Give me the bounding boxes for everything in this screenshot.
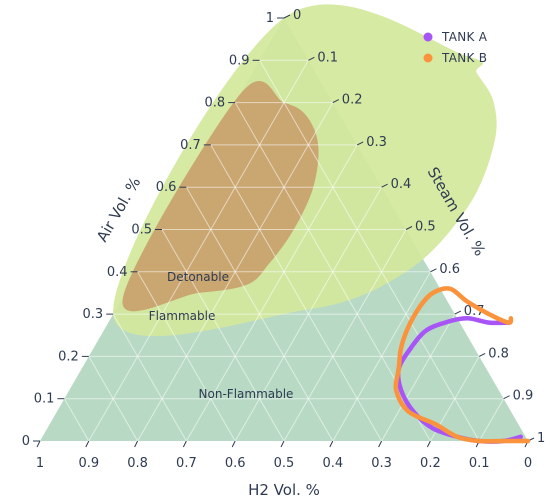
tick-mark-h2 xyxy=(329,440,334,448)
grid-line-h2 xyxy=(161,229,285,442)
annotation-non-flammable: Non-Flammable xyxy=(199,387,294,401)
tick-label-steam: 0.4 xyxy=(391,177,412,192)
tick-mark-steam xyxy=(454,310,462,315)
grid-line-steam xyxy=(185,144,358,442)
tick-mark-steam xyxy=(332,99,340,104)
tick-label-steam: 0.6 xyxy=(439,262,460,277)
grid-line-h2 xyxy=(63,398,90,442)
tick-label-h2: 0.2 xyxy=(420,456,441,471)
tick-mark-steam xyxy=(503,395,510,400)
legend-label-tank-a: TANK A xyxy=(441,30,488,44)
grid-line-h2 xyxy=(259,60,480,442)
grid-layer xyxy=(63,59,505,442)
tick-label-h2: 0.5 xyxy=(274,456,295,471)
legend-label-tank-b: TANK B xyxy=(441,51,487,65)
annotation-detonable: Detonable xyxy=(167,270,229,284)
region-detonable xyxy=(122,80,319,312)
grid-line-steam xyxy=(478,398,505,442)
tick-mark-steam xyxy=(381,183,388,188)
tick-label-steam: 0.9 xyxy=(513,389,534,404)
grid-line-steam xyxy=(332,271,431,442)
tick-label-steam: 0.1 xyxy=(317,50,338,65)
tick-mark-h2 xyxy=(378,440,383,448)
tick-label-steam: 1 xyxy=(537,431,545,446)
labels-layer: Detonable Flammable Non-Flammable xyxy=(149,270,294,401)
tick-label-steam: 0 xyxy=(293,8,301,23)
tick-mark-steam xyxy=(430,268,437,273)
tick-label-h2: 0.3 xyxy=(371,456,392,471)
tick-mark-steam xyxy=(283,14,291,19)
tick-label-h2: 0.6 xyxy=(225,456,246,471)
tick-label-h2: 0.9 xyxy=(78,456,99,471)
tick-label-h2: 0 xyxy=(524,456,532,471)
tick-mark-steam xyxy=(308,56,315,61)
tick-label-air: 0.6 xyxy=(156,180,177,195)
tick-label-steam: 0.2 xyxy=(342,93,363,108)
grid-line-steam xyxy=(283,229,407,442)
legend-marker-tank-a xyxy=(423,32,433,42)
tick-mark-h2 xyxy=(85,440,90,448)
grid-line-h2 xyxy=(88,356,139,442)
tick-label-steam: 0.8 xyxy=(488,346,509,361)
tick-mark-h2 xyxy=(231,440,236,448)
tick-label-h2: 0.4 xyxy=(322,456,343,471)
tick-mark-h2 xyxy=(280,440,285,448)
series-layer xyxy=(393,286,531,444)
grid-line-h2 xyxy=(210,144,383,442)
tick-label-air: 0.5 xyxy=(131,223,152,238)
tick-label-air: 0.4 xyxy=(107,265,128,280)
tick-label-air: 0 xyxy=(22,434,30,449)
grid-line-steam xyxy=(88,60,309,442)
tick-mark-h2 xyxy=(36,440,41,448)
series-line-tank-b xyxy=(393,286,531,444)
tick-label-air: 0.7 xyxy=(180,138,201,153)
tick-label-h2: 0.7 xyxy=(176,456,197,471)
tick-mark-h2 xyxy=(426,440,431,448)
grid-line-steam xyxy=(381,313,456,442)
legend-marker-tank-b xyxy=(423,53,433,63)
tick-label-steam: 0.3 xyxy=(366,135,387,150)
grid-line-h2 xyxy=(112,313,187,442)
tick-mark-steam xyxy=(478,352,486,357)
tick-label-h2: 1 xyxy=(36,456,44,471)
tick-mark-h2 xyxy=(182,440,187,448)
tick-label-air: 1 xyxy=(266,11,274,26)
tick-label-h2: 0.8 xyxy=(127,456,148,471)
tick-label-h2: 0.1 xyxy=(469,456,490,471)
tick-label-air: 0.8 xyxy=(205,96,226,111)
tick-mark-steam xyxy=(356,141,364,146)
legend: TANK A TANK B xyxy=(423,30,488,65)
tick-label-air: 0.9 xyxy=(229,53,250,68)
tick-label-air: 0.1 xyxy=(34,392,55,407)
tick-label-air: 0.3 xyxy=(83,307,104,322)
tick-label-air: 0.2 xyxy=(58,349,79,364)
annotation-flammable: Flammable xyxy=(149,309,216,323)
tick-label-steam: 0.5 xyxy=(415,220,436,235)
tick-mark-h2 xyxy=(134,440,139,448)
tick-mark-steam xyxy=(405,226,413,230)
axis-title-h2: H2 Vol. % xyxy=(248,481,320,499)
grid-line-h2 xyxy=(137,271,236,442)
